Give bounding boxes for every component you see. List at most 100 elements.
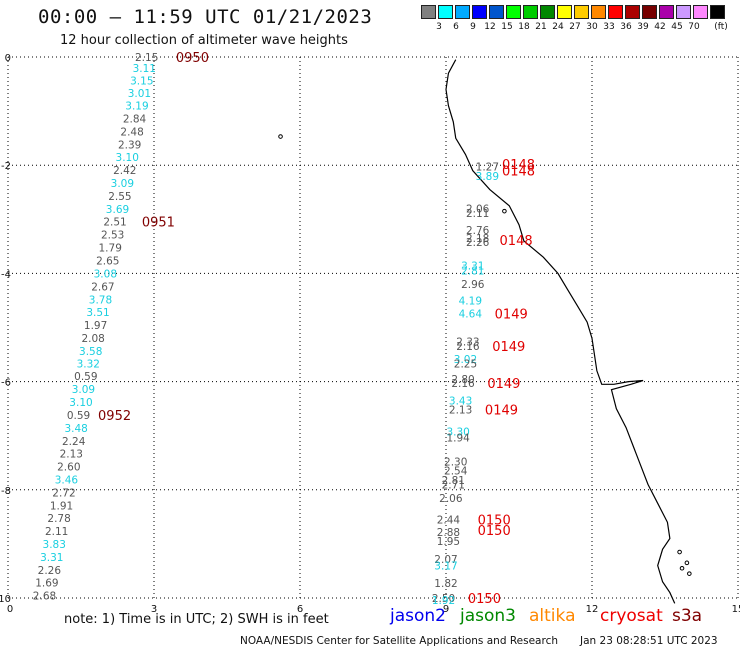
pass-time-label: 0148 xyxy=(502,165,535,180)
wave-height-label: 3.09 xyxy=(72,384,95,396)
wave-height-label: 2.65 xyxy=(96,255,119,267)
island-marker xyxy=(687,571,692,576)
y-tick-label: -10 xyxy=(0,594,11,605)
wave-height-label: 2.50 xyxy=(432,593,455,605)
wave-height-label: 2.51 xyxy=(103,216,126,228)
legend-tick-label: 18 xyxy=(518,22,530,32)
wave-height-label: 1.95 xyxy=(437,536,460,548)
x-tick-label: 15 xyxy=(732,604,740,615)
legend-tick-label: 27 xyxy=(569,22,581,32)
satellite-jason3-label: jason3 xyxy=(460,606,516,626)
y-tick-label: 0 xyxy=(5,53,11,64)
legend-swatch xyxy=(523,5,538,19)
wave-height-label: 3.69 xyxy=(106,204,129,216)
wave-height-label: 2.78 xyxy=(47,513,70,525)
pass-time-label: 0149 xyxy=(495,307,528,322)
wave-height-label: 3.48 xyxy=(64,423,87,435)
y-tick-label: -8 xyxy=(1,486,11,497)
legend-tick-label: 12 xyxy=(484,22,496,32)
wave-height-label: 3.32 xyxy=(77,359,100,371)
page-subtitle: 12 hour collection of altimeter wave hei… xyxy=(60,33,348,48)
x-tick-label: 9 xyxy=(443,604,449,615)
wave-height-label: 3.15 xyxy=(130,75,153,87)
wave-height-label: 2.16 xyxy=(451,378,475,390)
island-marker xyxy=(679,565,685,571)
wave-height-label: 2.54 xyxy=(444,465,468,477)
y-tick-label: -2 xyxy=(1,161,11,172)
legend-swatch xyxy=(659,5,674,19)
legend-unit: (ft) xyxy=(714,22,728,32)
satellite-jason2-label: jason2 xyxy=(390,606,446,626)
wave-height-label: 1.91 xyxy=(50,500,73,512)
legend-tick-label: 33 xyxy=(603,22,615,32)
wave-height-label: 2.13 xyxy=(449,405,472,417)
wave-height-label: 2.81 xyxy=(442,475,465,487)
credit-line: NOAA/NESDIS Center for Satellite Applica… xyxy=(240,635,558,647)
legend-swatch xyxy=(676,5,691,19)
legend-tick-label: 24 xyxy=(552,22,564,32)
legend-swatch xyxy=(472,5,487,19)
wave-height-label: 2.06 xyxy=(439,493,463,505)
legend-tick-label: 70 xyxy=(688,22,700,32)
wave-height-label: 2.68 xyxy=(33,590,56,602)
wave-height-label: 2.71 xyxy=(442,479,465,491)
wave-height-label: 2.26 xyxy=(466,237,490,249)
legend-tick-label: 15 xyxy=(501,22,513,32)
legend-swatch xyxy=(710,5,725,19)
legend-tick-label: 45 xyxy=(671,22,683,32)
island-marker xyxy=(502,208,507,214)
coastline xyxy=(445,59,676,604)
wave-height-label: 2.30 xyxy=(444,457,467,469)
wave-height-label: 2.33 xyxy=(456,337,479,349)
wave-height-label: 1.97 xyxy=(84,320,107,332)
wave-height-label: 3.09 xyxy=(111,178,134,190)
wave-height-label: 2.07 xyxy=(434,554,457,566)
wave-height-label: 0.59 xyxy=(67,410,90,422)
wave-height-label: 2.96 xyxy=(461,279,485,291)
pass-time-label: 0952 xyxy=(98,409,131,424)
pass-time-label: 0150 xyxy=(468,592,501,607)
legend-swatch xyxy=(608,5,623,19)
pass-time-label: 0150 xyxy=(478,524,511,539)
legend-tick-label: 30 xyxy=(586,22,598,32)
wave-height-label: 2.13 xyxy=(60,449,83,461)
wave-height-label: 3.02 xyxy=(454,354,477,366)
legend-swatch xyxy=(591,5,606,19)
wave-height-label: 2.48 xyxy=(120,127,143,139)
pass-time-label: 0149 xyxy=(492,340,525,355)
wave-height-label: 3.08 xyxy=(94,268,117,280)
wave-height-label: 3.46 xyxy=(55,475,79,487)
wave-height-label: 3.17 xyxy=(434,561,457,573)
wave-height-label: 2.72 xyxy=(52,488,75,500)
legend-tick-label: 39 xyxy=(637,22,649,32)
wave-height-label: 2.26 xyxy=(38,565,62,577)
pass-time-label: 0148 xyxy=(502,158,535,173)
wave-height-label: 3.30 xyxy=(446,426,469,438)
wave-height-label: 2.84 xyxy=(123,114,147,126)
island-marker xyxy=(278,134,283,139)
wave-height-label: 2.11 xyxy=(45,526,68,538)
wave-height-label: 3.83 xyxy=(43,539,66,551)
x-tick-label: 0 xyxy=(7,604,13,615)
legend-tick-label: 36 xyxy=(620,22,632,32)
pass-time-label: 0951 xyxy=(142,215,175,230)
wave-height-label: 2.67 xyxy=(91,281,114,293)
wave-height-label: 1.92 xyxy=(432,595,455,607)
wave-height-label: 2.25 xyxy=(454,359,477,371)
wave-height-label: 3.78 xyxy=(89,294,112,306)
satellite-altika-label: altika xyxy=(529,606,576,626)
pass-time-label: 0148 xyxy=(500,234,533,249)
wave-height-label: 3.19 xyxy=(125,101,148,113)
wave-height-label: 3.43 xyxy=(449,396,472,408)
wave-height-label: 2.18 xyxy=(466,233,489,245)
satellite-cryosat-label: cryosat xyxy=(600,606,663,626)
wave-height-label: 2.39 xyxy=(118,140,141,152)
legend-swatch xyxy=(642,5,657,19)
wave-height-label: 1.27 xyxy=(476,161,499,173)
wave-height-label: 3.51 xyxy=(86,307,109,319)
wave-height-label: 2.53 xyxy=(101,229,124,241)
wave-height-label: 4.19 xyxy=(459,295,482,307)
wave-height-label: 2.08 xyxy=(81,333,104,345)
satellite-s3a-label: s3a xyxy=(672,606,703,626)
legend-swatch xyxy=(506,5,521,19)
